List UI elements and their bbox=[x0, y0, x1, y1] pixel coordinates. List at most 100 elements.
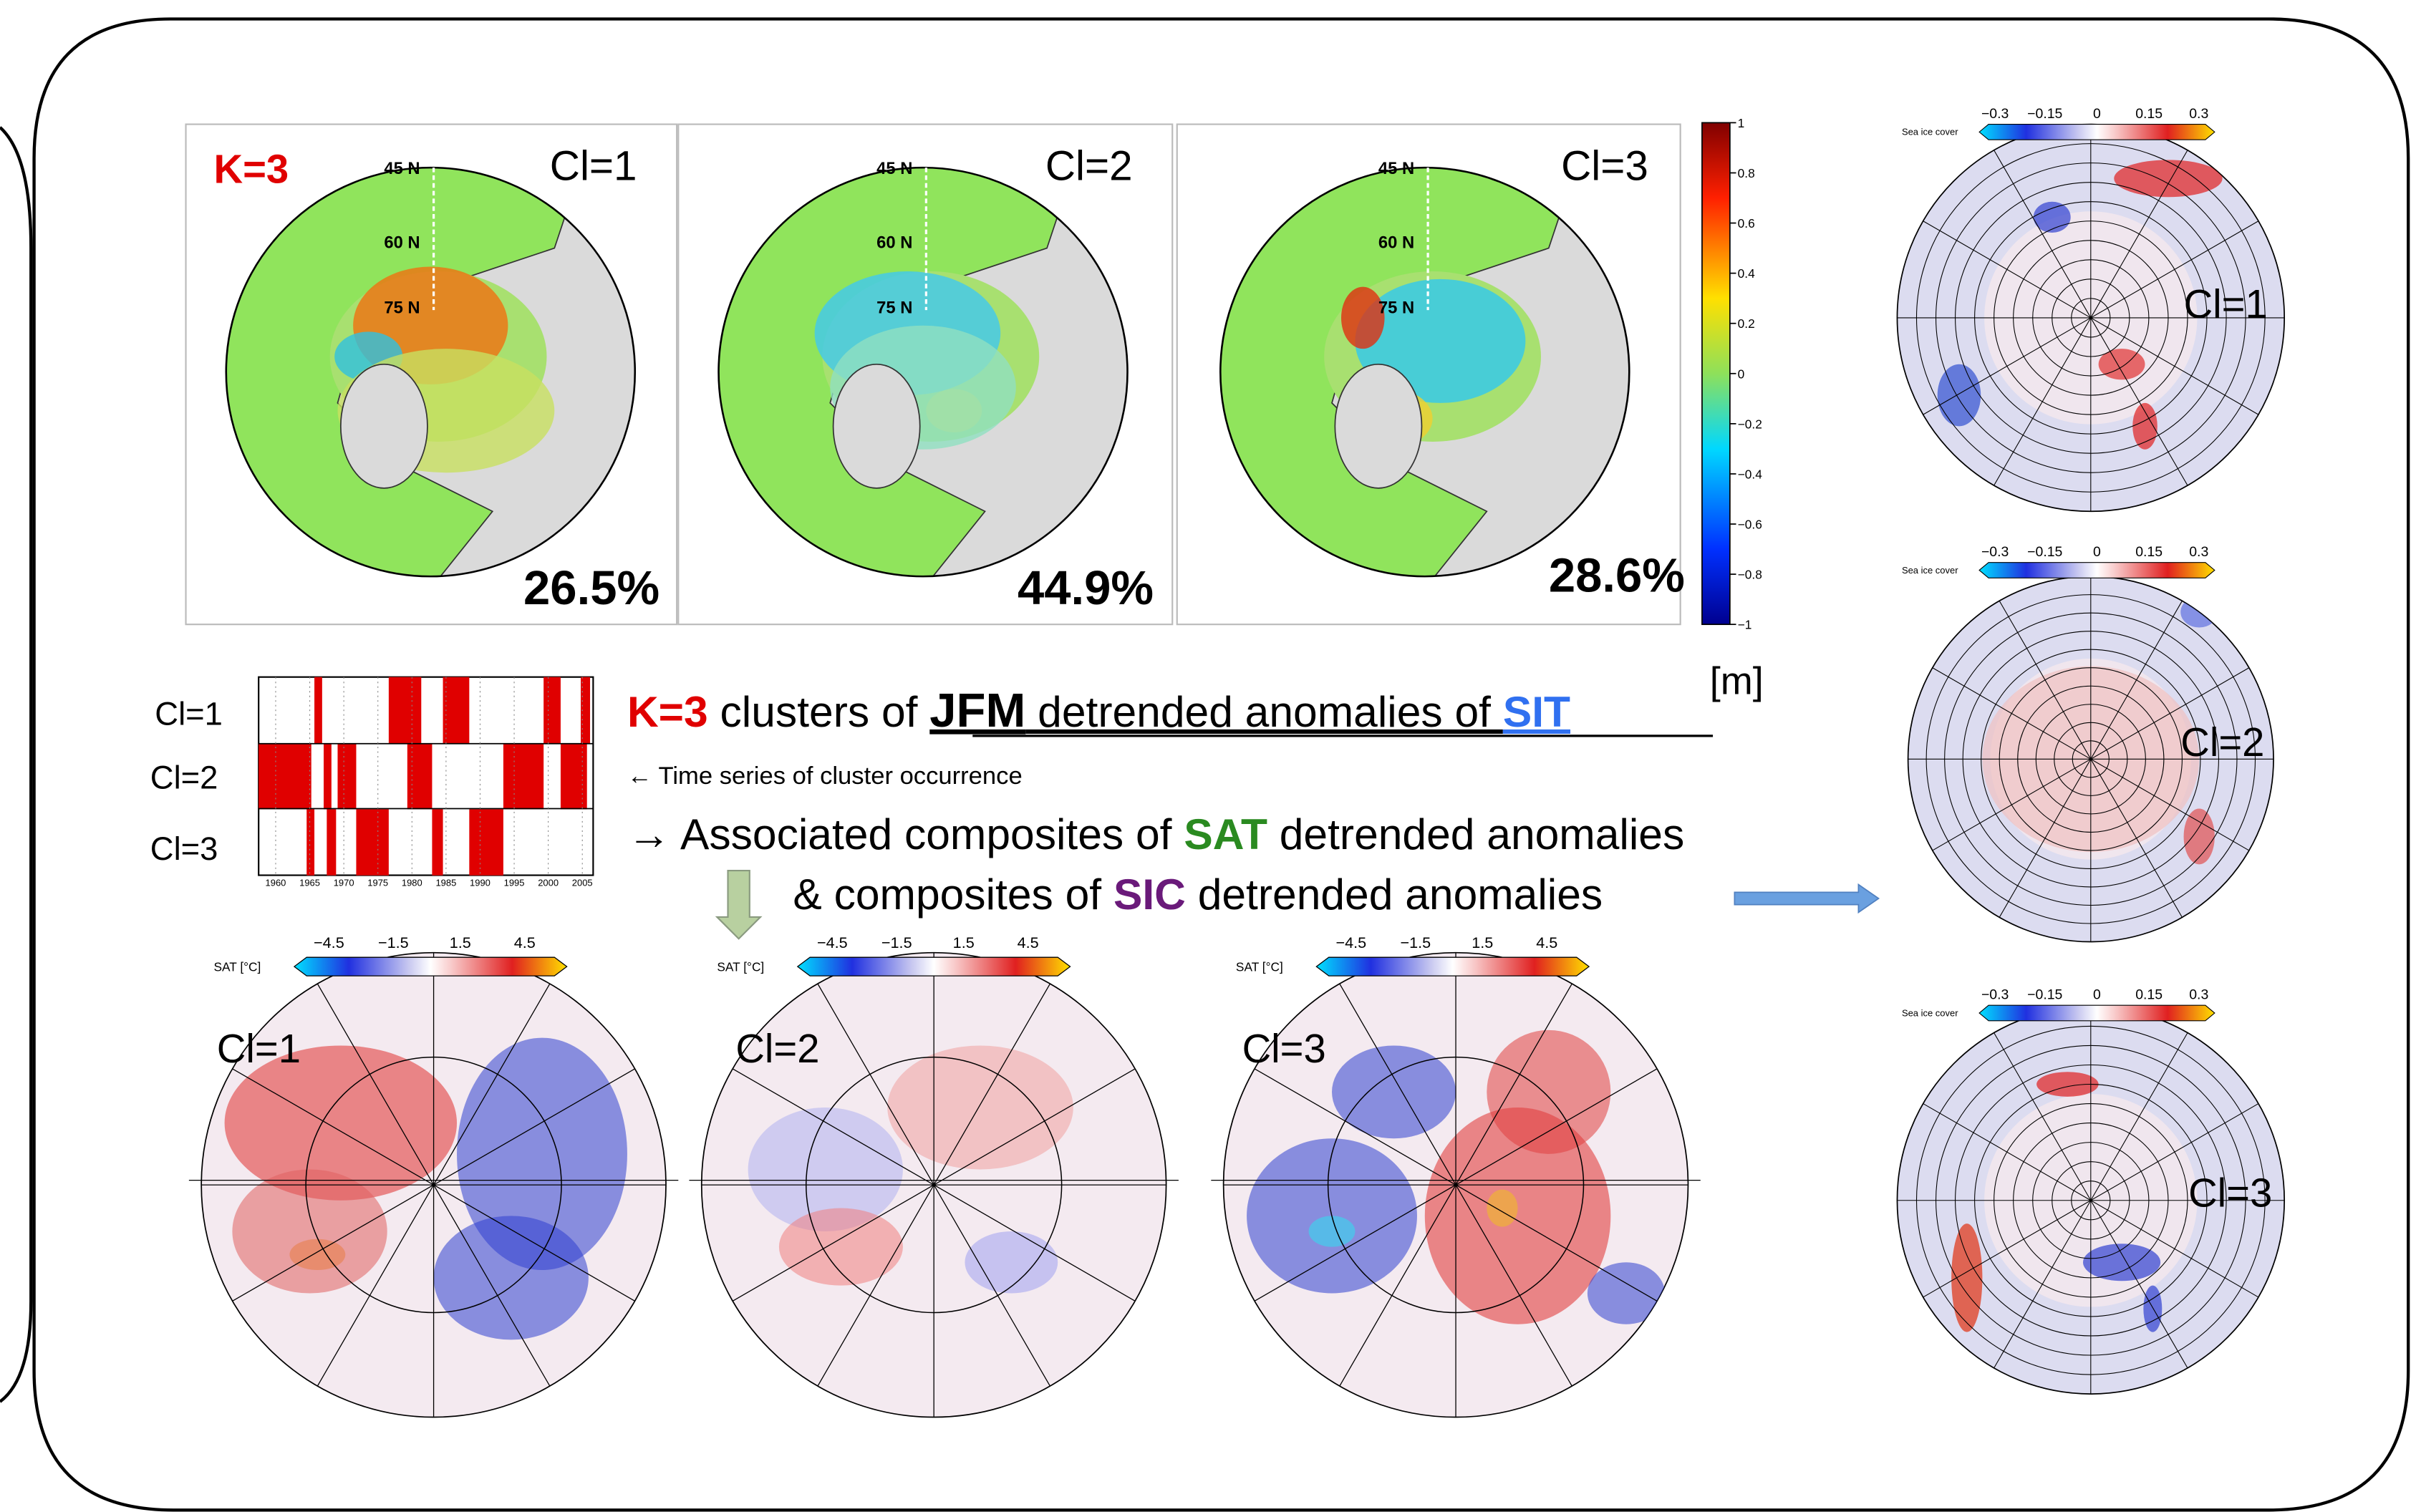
percent-label: 26.5% bbox=[523, 561, 659, 615]
year-label: 2005 bbox=[572, 878, 593, 888]
meridian-line bbox=[817, 1184, 934, 1387]
cluster-label: Cl=3 bbox=[1242, 1026, 1326, 1071]
latitude-label: 60 N bbox=[876, 233, 912, 253]
map-panel bbox=[185, 123, 678, 626]
colorbar-tick-label: 0.4 bbox=[1738, 266, 1755, 281]
text-part: K=3 bbox=[627, 687, 708, 736]
year-label: 1995 bbox=[504, 878, 525, 888]
meridian-line bbox=[1994, 317, 2092, 486]
colorbar-tick-label: 0 bbox=[2093, 106, 2101, 122]
colorbar-label: Sea ice cover bbox=[1902, 1007, 1958, 1018]
colorbar-label: SAT [°C] bbox=[717, 960, 764, 974]
map-content bbox=[1908, 576, 2274, 942]
occurrence-bar bbox=[337, 743, 357, 810]
cluster-label: Cl=1 bbox=[2184, 281, 2268, 326]
map-content bbox=[1897, 1007, 2285, 1395]
latitude-label: 75 N bbox=[1378, 298, 1414, 317]
meridian-line bbox=[2090, 759, 2183, 918]
sat-anomaly bbox=[887, 1045, 1073, 1170]
occurrence-bar bbox=[543, 677, 561, 744]
unit-label: [m] bbox=[1710, 659, 1764, 702]
sat-anomaly bbox=[433, 1216, 589, 1340]
meridian-line bbox=[317, 983, 435, 1186]
meridian-line bbox=[433, 983, 551, 1186]
meridian-line bbox=[2090, 758, 2250, 851]
sat-anomaly bbox=[965, 1231, 1058, 1294]
meridian-line bbox=[2090, 317, 2188, 486]
latitude-label: 60 N bbox=[384, 233, 420, 253]
panel-frame bbox=[32, 17, 2410, 1512]
meridian-line bbox=[933, 1184, 1136, 1302]
meridian-line bbox=[1923, 317, 2092, 415]
sat-anomaly bbox=[1332, 1045, 1456, 1139]
meridian-line bbox=[1994, 1200, 2092, 1369]
map-content bbox=[201, 952, 667, 1418]
sic-anomaly bbox=[2036, 1072, 2099, 1097]
meridian-line bbox=[317, 1184, 435, 1387]
colorbar-tick-label: 0.3 bbox=[2189, 106, 2208, 122]
k-label: K=3 bbox=[213, 147, 289, 192]
meridian-line bbox=[732, 1068, 934, 1186]
latitude-label: 75 N bbox=[876, 298, 912, 317]
sic-anomaly bbox=[2114, 160, 2223, 198]
latitude-label: 45 N bbox=[876, 159, 912, 178]
percent-label: 28.6% bbox=[1549, 549, 1685, 603]
down-arrow bbox=[715, 869, 763, 940]
occurrence-bar bbox=[581, 677, 591, 744]
occurrence-bar bbox=[388, 677, 422, 744]
sat-colorbar bbox=[293, 956, 568, 976]
colorbar-tick-label: 0.3 bbox=[2189, 987, 2208, 1003]
sat-anomaly bbox=[1487, 1189, 1518, 1227]
colorbar-tick-label: 4.5 bbox=[1018, 934, 1039, 951]
colorbar-tick-label: 1 bbox=[1738, 116, 1745, 130]
sic-colorbar bbox=[1978, 1004, 2216, 1022]
colorbar-tick-label: −0.8 bbox=[1738, 568, 1762, 582]
meridian-line bbox=[433, 1184, 635, 1302]
text-part: SIT bbox=[1503, 687, 1570, 736]
colorbar-tick-label: −4.5 bbox=[1336, 934, 1367, 951]
meridian-line bbox=[2090, 667, 2250, 760]
note: & composites of SIC detrended anomalies bbox=[793, 870, 1603, 919]
meridian-line bbox=[933, 1068, 1136, 1186]
colorbar-tick-label: −1.5 bbox=[1400, 934, 1431, 951]
colorbar-tick-label: −1 bbox=[1738, 618, 1752, 632]
meridian-line bbox=[2090, 601, 2183, 760]
map-content bbox=[1897, 124, 2285, 512]
sic-anomaly bbox=[1937, 364, 1981, 427]
occurrence-bar bbox=[356, 809, 389, 876]
sat-anomaly bbox=[1308, 1216, 1356, 1247]
text-part: detrended anomalies of bbox=[1025, 687, 1502, 736]
meridian-line bbox=[2090, 1103, 2259, 1201]
occurrence-bar bbox=[314, 677, 322, 744]
occurrence-bar bbox=[432, 809, 443, 876]
sat-anomaly bbox=[232, 1169, 387, 1294]
sic-anomaly bbox=[2143, 1285, 2163, 1332]
year-label: 1970 bbox=[334, 878, 354, 888]
meridian-line bbox=[1932, 667, 2092, 760]
occurrence-bar bbox=[503, 743, 544, 810]
year-label: 1965 bbox=[299, 878, 320, 888]
colorbar-tick-label: 0.15 bbox=[2135, 987, 2163, 1003]
map-panel bbox=[1176, 123, 1681, 626]
colorbar-tick-label: 0.6 bbox=[1738, 216, 1755, 231]
occurrence-bar bbox=[469, 809, 503, 876]
map-content bbox=[718, 168, 1079, 577]
occurrence-bar bbox=[306, 809, 315, 876]
text-part: SAT bbox=[1184, 810, 1267, 858]
colorbar-tick-label: −0.4 bbox=[1738, 467, 1763, 481]
latitude-label: 75 N bbox=[384, 298, 420, 317]
map-outline bbox=[225, 166, 637, 578]
meridian-line bbox=[2090, 1200, 2188, 1369]
latitude-label: 45 N bbox=[1378, 159, 1414, 178]
colorbar-tick-label: 0 bbox=[2093, 544, 2101, 560]
cluster-label: Cl=1 bbox=[550, 142, 637, 189]
colorbar-tick-label: 0.2 bbox=[1738, 316, 1755, 331]
latitude-label: 60 N bbox=[1378, 233, 1414, 253]
colorbar-tick-label: −4.5 bbox=[314, 934, 344, 951]
meridian-line bbox=[1994, 150, 2092, 319]
colorbar-tick-label: 1.5 bbox=[953, 934, 975, 951]
meridian-line bbox=[1455, 1184, 1658, 1302]
year-label: 1985 bbox=[435, 878, 456, 888]
text-part: clusters of bbox=[708, 687, 930, 736]
cluster-label: Cl=2 bbox=[2180, 719, 2264, 765]
